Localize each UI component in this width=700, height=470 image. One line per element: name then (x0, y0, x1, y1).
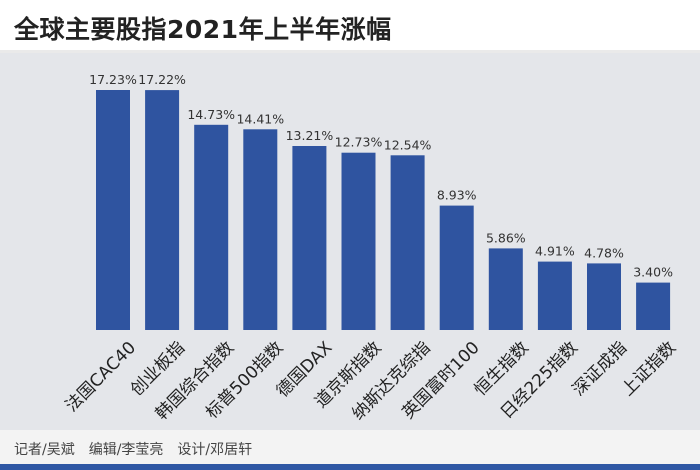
data-label: 14.41% (236, 111, 284, 126)
bar (587, 263, 621, 330)
data-label: 13.21% (286, 128, 334, 143)
bar (488, 248, 523, 330)
credits-text: 记者/吴斌 编辑/李莹亮 设计/邓居轩 (14, 442, 253, 458)
bar (636, 282, 671, 330)
data-label: 4.91% (535, 244, 575, 259)
chart-title: 全球主要股指2021年上半年涨幅 (14, 15, 392, 44)
category-label: 法国CAC40 (62, 338, 140, 416)
data-label: 5.86% (486, 230, 526, 245)
category-label: 上证指数 (618, 338, 680, 400)
bar (341, 152, 376, 330)
bar (194, 124, 229, 330)
bar (439, 205, 474, 330)
data-label: 12.54% (384, 137, 432, 152)
data-label: 8.93% (437, 188, 477, 203)
bar (537, 261, 572, 330)
data-label: 4.78% (584, 245, 624, 260)
bar (243, 129, 278, 330)
bar-chart: 17.23%法国CAC4017.22%创业板指14.73%韩国综合指数14.41… (62, 72, 680, 424)
data-label: 3.40% (633, 265, 673, 280)
bar (145, 90, 180, 330)
data-label: 17.22% (138, 72, 186, 87)
data-label: 17.23% (89, 72, 137, 87)
title-divider (0, 50, 700, 53)
header-band: 全球主要股指2021年上半年涨幅 (0, 0, 700, 52)
bar (292, 146, 327, 330)
bar (390, 155, 425, 330)
bar (96, 90, 130, 330)
chart-area: 17.23% 法国CAC40 17.22% 创业板指 14.73% 韩国综合指数 14.41… (0, 53, 700, 430)
footer: 记者/吴斌 编辑/李莹亮 设计/邓居轩 (0, 430, 700, 464)
data-label: 12.73% (335, 135, 383, 150)
data-label: 14.73% (187, 107, 235, 122)
bottom-accent-bar (0, 464, 700, 470)
